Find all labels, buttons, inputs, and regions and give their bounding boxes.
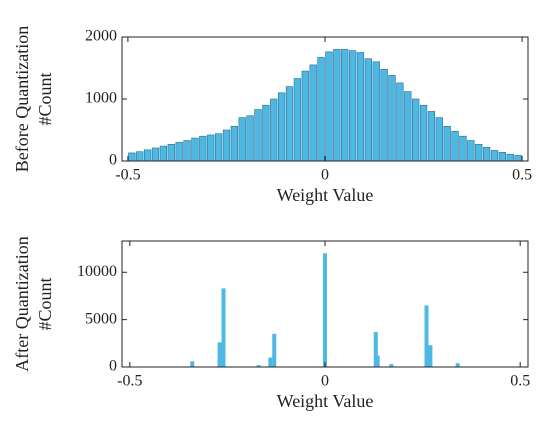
y-axis-label: After Quantization	[12, 236, 32, 371]
bar	[419, 104, 428, 162]
bar	[498, 152, 507, 162]
bar	[375, 355, 380, 367]
bar	[490, 150, 499, 162]
bar	[424, 305, 429, 367]
x-tick-label: 0	[321, 167, 329, 184]
bar	[272, 333, 277, 367]
y-tick-label: 0	[109, 152, 117, 169]
bar	[506, 153, 514, 162]
bar	[183, 140, 191, 162]
bar	[428, 345, 433, 367]
y-tick-label: 5000	[85, 310, 117, 327]
bar	[514, 155, 522, 162]
bar	[482, 147, 491, 162]
bar	[254, 109, 262, 162]
bar	[412, 98, 420, 162]
x-tick-label: -0.5	[117, 373, 142, 390]
bar	[459, 135, 467, 162]
bar	[222, 129, 231, 162]
bar	[341, 49, 349, 162]
bar	[159, 145, 168, 162]
bar	[333, 49, 341, 162]
bar	[323, 253, 327, 367]
bar	[221, 288, 226, 367]
bar	[404, 91, 412, 162]
bar	[380, 68, 388, 162]
bar	[128, 152, 136, 162]
bar	[143, 149, 152, 162]
x-axis-label: Weight Value	[277, 391, 374, 411]
bar	[356, 52, 365, 162]
bar	[475, 143, 483, 162]
bar	[217, 342, 222, 367]
bar	[309, 64, 317, 162]
bar	[389, 364, 394, 367]
bar	[199, 135, 207, 162]
bar	[268, 357, 273, 367]
bar	[256, 365, 261, 367]
y-axis-label: Before Quantization	[12, 26, 32, 172]
y-tick-label: 1000	[85, 90, 117, 107]
y-tick-label: 10000	[77, 263, 117, 280]
bar	[246, 115, 254, 162]
bar	[325, 51, 333, 162]
bar	[207, 134, 215, 162]
bar	[285, 86, 294, 162]
axes-box	[121, 36, 529, 162]
bar	[451, 130, 459, 162]
bar	[317, 57, 325, 162]
x-axis-label: Weight Value	[277, 185, 374, 205]
bar	[435, 117, 443, 162]
bar	[427, 111, 436, 162]
bar	[270, 98, 278, 162]
y-tick-label: 2000	[85, 28, 117, 45]
bar	[364, 58, 373, 162]
bar	[167, 143, 175, 162]
bar	[277, 92, 286, 162]
bar	[214, 133, 223, 162]
bar	[238, 117, 246, 162]
bar	[455, 363, 460, 367]
x-tick-label: 0.5	[510, 373, 530, 390]
y-tick-label: 0	[109, 358, 117, 375]
bar	[348, 50, 357, 162]
bar	[230, 125, 238, 162]
bar	[372, 61, 380, 162]
x-tick-label: 0.5	[512, 167, 532, 184]
bar	[136, 151, 144, 162]
bar	[443, 125, 451, 162]
y-axis-label: #Count	[35, 72, 55, 125]
x-tick-label: 0	[321, 373, 329, 390]
bar	[190, 361, 195, 367]
bar	[293, 78, 302, 162]
bar	[151, 147, 160, 162]
y-axis-label: #Count	[35, 277, 55, 330]
bar	[467, 140, 475, 162]
bar	[175, 142, 183, 162]
bar	[301, 70, 309, 162]
bar	[262, 104, 270, 162]
x-tick-label: -0.5	[115, 167, 140, 184]
bar	[191, 137, 199, 162]
bar	[373, 331, 378, 367]
bar	[388, 75, 396, 162]
bar	[396, 82, 404, 162]
